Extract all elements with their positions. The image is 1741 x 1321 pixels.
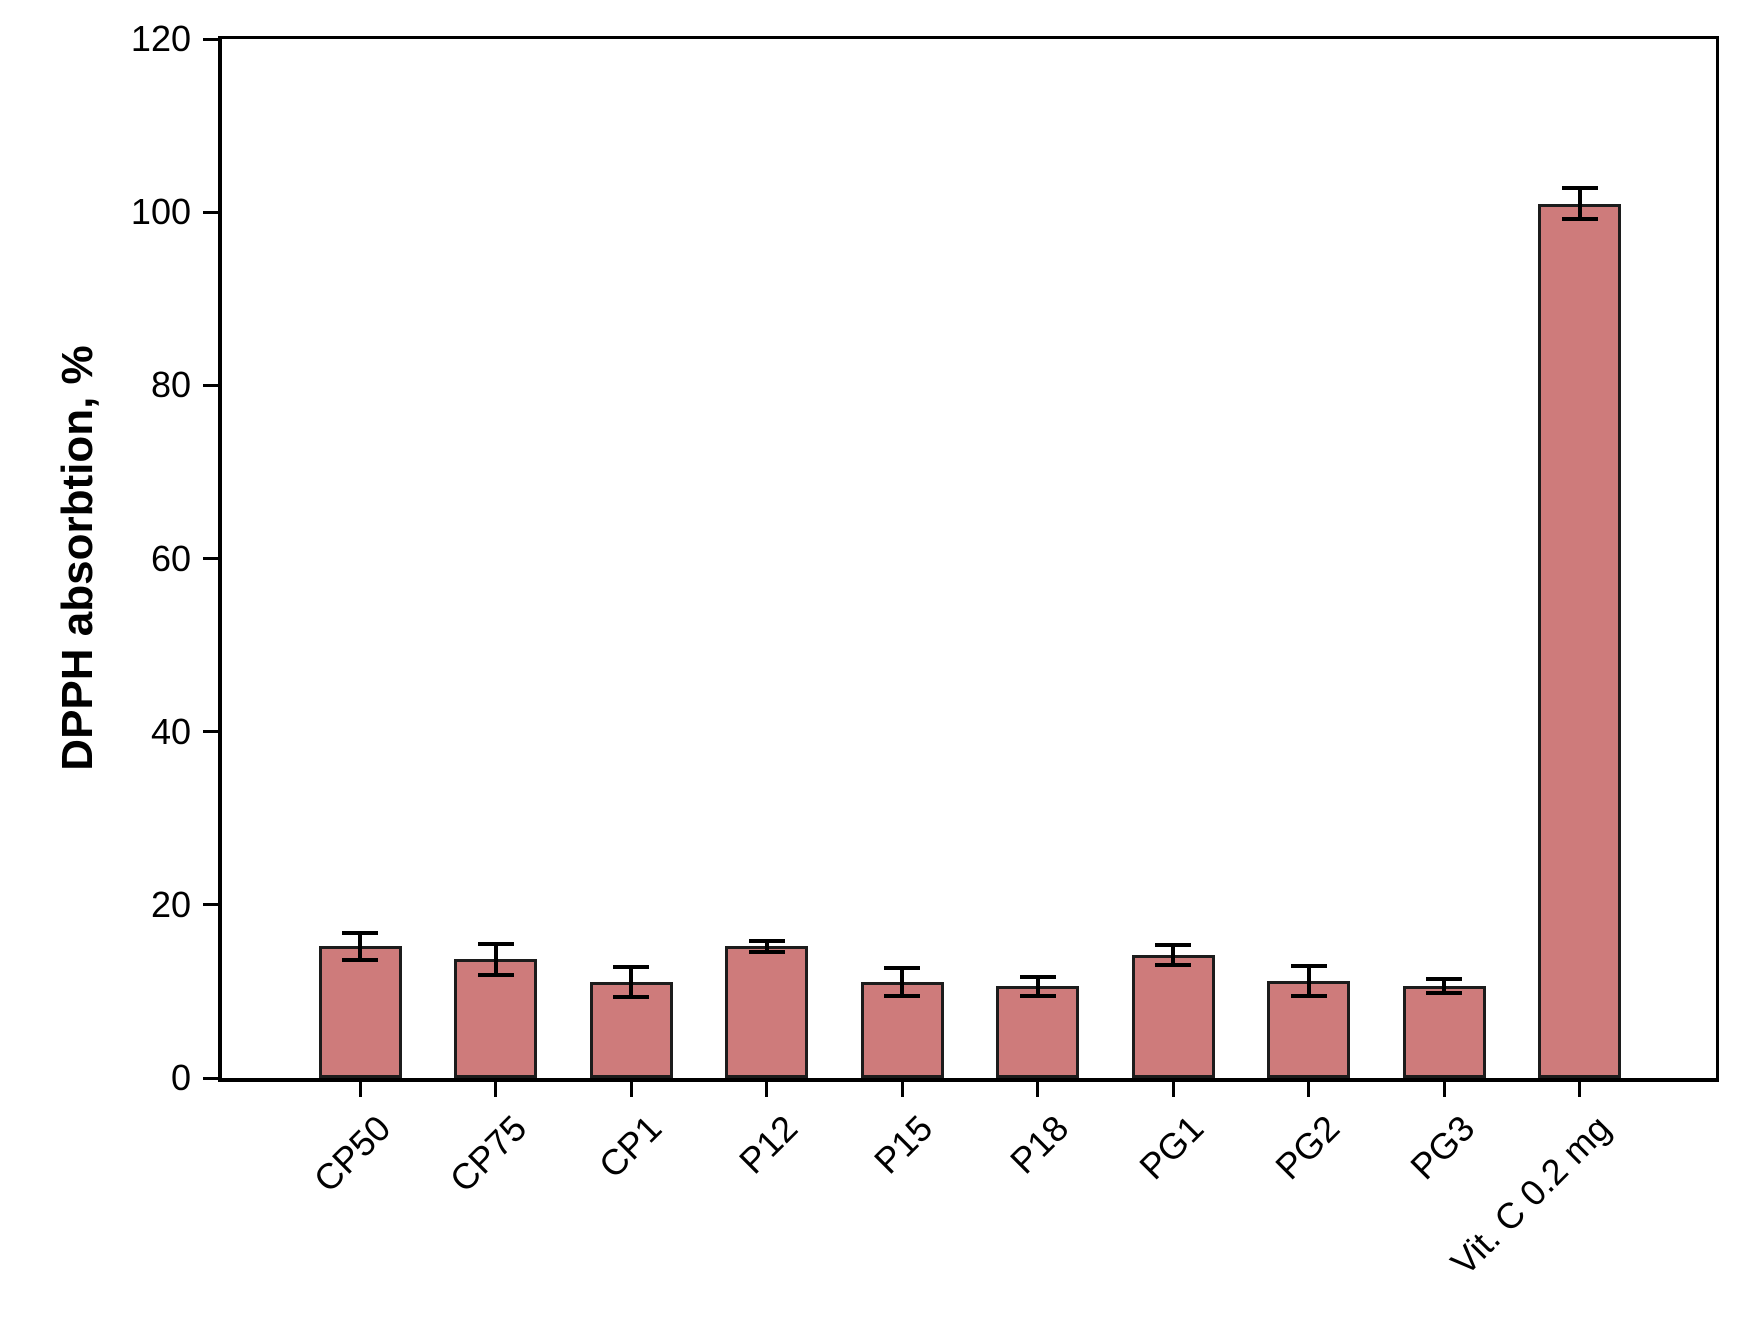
y-tick-label: 0 bbox=[170, 1057, 191, 1098]
error-bar-whisker bbox=[764, 941, 769, 952]
bar-pg1 bbox=[1131, 955, 1215, 1078]
x-axis-tick bbox=[765, 1082, 768, 1097]
y-axis-tick bbox=[203, 210, 218, 214]
x-tick-label: PG3 bbox=[1402, 1107, 1483, 1188]
bar-cp50 bbox=[318, 946, 402, 1078]
x-tick-label: CP50 bbox=[305, 1107, 399, 1200]
x-axis-tick bbox=[358, 1082, 362, 1097]
y-axis-tick bbox=[203, 903, 218, 907]
error-bar-cap-bottom bbox=[1561, 217, 1598, 222]
error-bar-cap-bottom bbox=[1290, 993, 1327, 998]
error-bar-whisker bbox=[493, 943, 498, 975]
y-axis-tick bbox=[203, 37, 218, 41]
error-bar-cap-bottom bbox=[1019, 993, 1056, 998]
error-bar-cap-top bbox=[748, 939, 785, 944]
error-bar-whisker bbox=[358, 932, 362, 961]
error-bar-whisker bbox=[900, 968, 904, 996]
error-bar-cap-bottom bbox=[1426, 991, 1462, 996]
x-tick-label: P12 bbox=[730, 1107, 805, 1182]
x-tick-label: P15 bbox=[865, 1107, 941, 1182]
y-tick-label: 100 bbox=[130, 191, 191, 233]
bar-p15 bbox=[860, 981, 944, 1078]
x-axis-tick bbox=[494, 1082, 497, 1097]
x-axis-tick bbox=[1036, 1082, 1039, 1097]
error-bar-cap-bottom bbox=[342, 958, 378, 963]
y-tick-label: 40 bbox=[150, 710, 191, 752]
x-axis-tick bbox=[629, 1082, 633, 1097]
y-tick-label: 120 bbox=[130, 18, 191, 59]
error-bar-cap-top bbox=[613, 965, 649, 970]
bar-vit-c-0-2-mg bbox=[1538, 203, 1621, 1078]
x-tick-label: PG2 bbox=[1266, 1107, 1347, 1188]
error-bar-cap-top bbox=[477, 941, 514, 946]
error-bar-cap-bottom bbox=[613, 994, 649, 999]
error-bar-cap-top bbox=[1561, 185, 1598, 190]
error-bar-whisker bbox=[1035, 976, 1040, 996]
error-bar-whisker bbox=[1171, 944, 1175, 966]
y-axis-tick bbox=[203, 383, 218, 387]
bar-p18 bbox=[996, 986, 1079, 1078]
error-bar-cap-top bbox=[1155, 942, 1191, 947]
error-bar-whisker bbox=[1442, 979, 1446, 994]
x-axis-tick bbox=[1442, 1082, 1446, 1097]
error-bar-cap-bottom bbox=[1155, 963, 1191, 968]
bar-pg3 bbox=[1402, 986, 1486, 1078]
error-bar-cap-top bbox=[1019, 974, 1056, 979]
y-axis-tick bbox=[203, 1076, 218, 1080]
error-bar-cap-top bbox=[1290, 964, 1327, 969]
x-tick-label: CP75 bbox=[441, 1107, 534, 1200]
plot-area bbox=[222, 39, 1716, 1078]
error-bar-cap-bottom bbox=[477, 972, 514, 977]
y-tick-label: 60 bbox=[150, 537, 191, 579]
y-axis-tick bbox=[203, 557, 218, 560]
error-bar-cap-top bbox=[342, 930, 378, 935]
x-axis-tick bbox=[900, 1082, 904, 1097]
y-tick-label: 80 bbox=[150, 364, 191, 406]
error-bar-whisker bbox=[629, 967, 633, 997]
plot-frame bbox=[218, 36, 1719, 1082]
x-tick-label: PG1 bbox=[1131, 1107, 1212, 1188]
x-tick-label: CP1 bbox=[590, 1107, 670, 1186]
bar-cp75 bbox=[454, 959, 537, 1078]
error-bar-cap-bottom bbox=[748, 949, 785, 954]
error-bar-whisker bbox=[1577, 187, 1582, 220]
error-bar-cap-bottom bbox=[884, 993, 920, 998]
error-bar-cap-top bbox=[884, 966, 920, 971]
x-axis-tick bbox=[1307, 1082, 1310, 1097]
error-bar-cap-top bbox=[1426, 977, 1462, 982]
y-tick-label: 20 bbox=[150, 883, 191, 925]
x-tick-label: P18 bbox=[1001, 1107, 1076, 1182]
bar-p12 bbox=[725, 946, 808, 1078]
x-axis-tick bbox=[1578, 1082, 1581, 1097]
y-axis-tick bbox=[203, 730, 218, 734]
error-bar-whisker bbox=[1306, 966, 1311, 996]
x-axis-tick bbox=[1171, 1082, 1175, 1097]
